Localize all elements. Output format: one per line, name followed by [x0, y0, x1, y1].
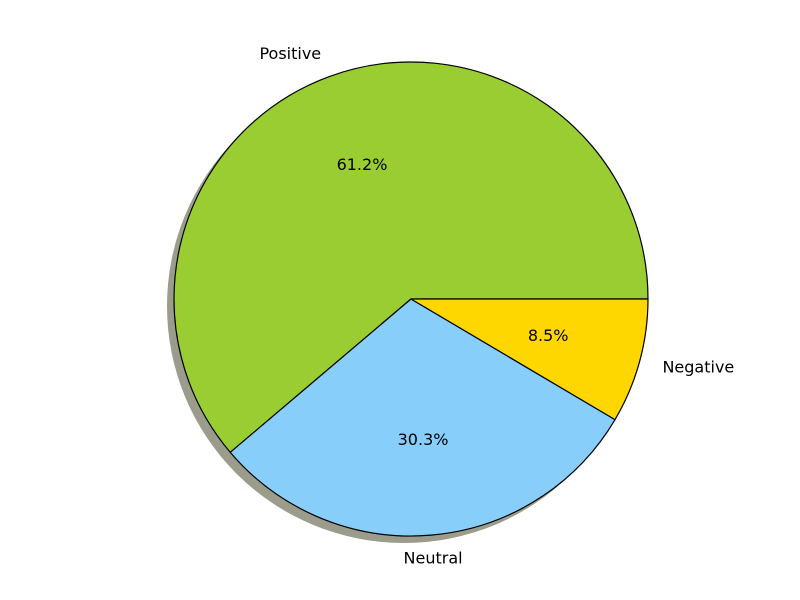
pie-slices: [173, 61, 649, 537]
slice-percent-positive: 61.2%: [337, 155, 388, 174]
pie-labels: Positive 61.2% Neutral 30.3% Negative 8.5%: [259, 44, 734, 567]
pie-slice-neutral: [229, 298, 616, 537]
slice-percent-neutral: 30.3%: [398, 430, 449, 449]
slice-label-negative: Negative: [662, 357, 734, 376]
slice-label-neutral: Neutral: [404, 548, 463, 567]
pie-slice-negative: [410, 298, 649, 421]
slice-label-positive: Positive: [259, 44, 321, 63]
slice-percent-negative: 8.5%: [528, 326, 569, 345]
pie-slice-positive: [173, 61, 649, 453]
